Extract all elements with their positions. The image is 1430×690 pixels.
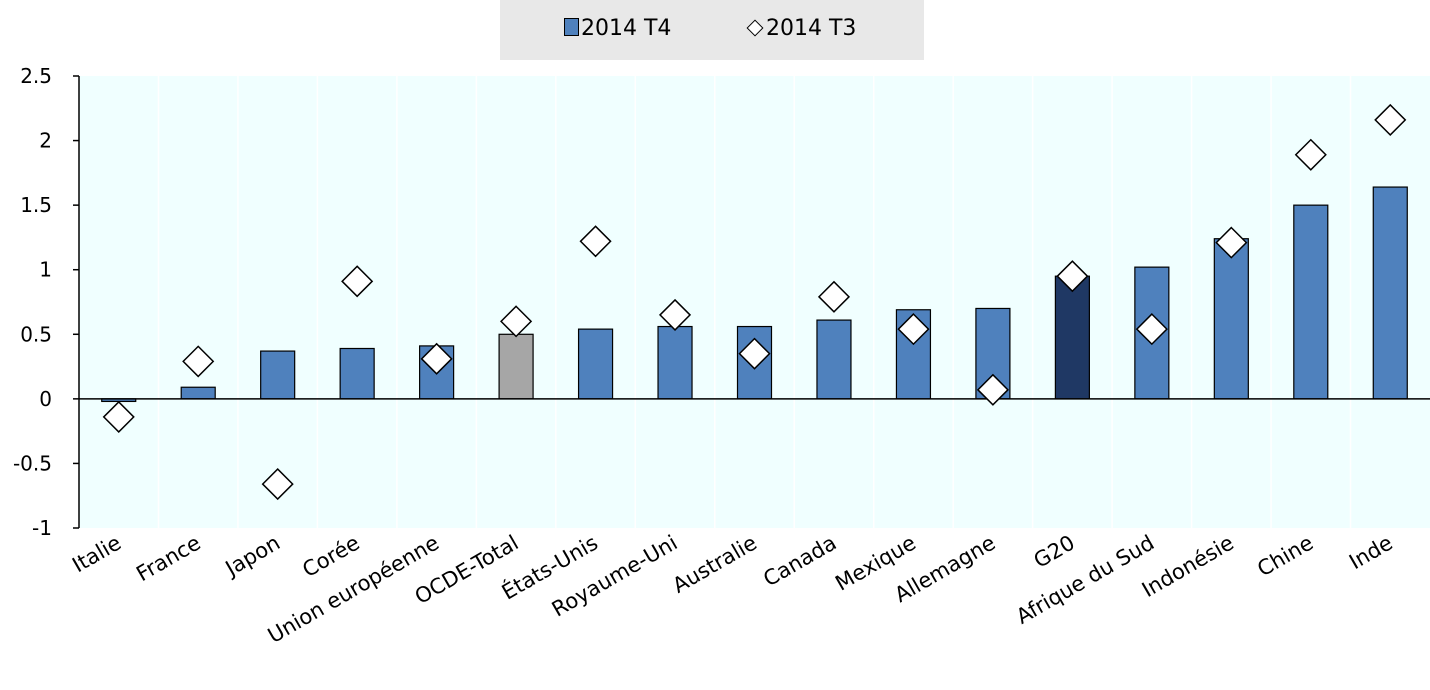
marker-diamond bbox=[182, 345, 215, 378]
y-tick-label: 0.5 bbox=[20, 322, 52, 346]
y-tick-label: -0.5 bbox=[13, 451, 52, 475]
marker-diamond bbox=[1056, 260, 1089, 293]
legend-item-t4: 2014 T4 bbox=[564, 16, 671, 42]
legend-item-t3: 2014 T3 bbox=[746, 16, 856, 42]
legend: 2014 T4 2014 T3 bbox=[500, 0, 924, 60]
marker-diamond bbox=[579, 225, 612, 258]
y-tick-label: 0 bbox=[39, 387, 52, 411]
marker-diamond bbox=[658, 298, 692, 331]
marker-diamond bbox=[341, 265, 374, 298]
y-tick-label: 1 bbox=[39, 258, 52, 282]
marker-diamond bbox=[897, 313, 930, 346]
marker-diamond bbox=[1135, 313, 1168, 346]
bar bbox=[260, 350, 296, 400]
bar bbox=[1293, 204, 1329, 400]
x-tick-label: Japon bbox=[220, 531, 284, 582]
marker-diamond bbox=[261, 468, 294, 501]
marker-diamond bbox=[1294, 138, 1327, 171]
bar bbox=[1372, 186, 1408, 400]
legend-label-t3: 2014 T3 bbox=[766, 16, 857, 41]
y-tick-label: 2.5 bbox=[20, 64, 52, 88]
marker-diamond bbox=[102, 400, 135, 433]
y-tick-label: -1 bbox=[32, 516, 52, 540]
x-tick-label: Indonésie bbox=[1138, 531, 1238, 603]
x-tick-label: Inde bbox=[1345, 531, 1397, 575]
x-tick-label: Afrique du Sud bbox=[1012, 531, 1158, 629]
x-tick-label: France bbox=[132, 531, 204, 587]
legend-label-t4: 2014 T4 bbox=[581, 16, 672, 41]
x-tick-label: Chine bbox=[1253, 531, 1317, 582]
marker-diamond bbox=[500, 305, 533, 338]
bar bbox=[339, 347, 375, 400]
marker-diamond bbox=[738, 337, 771, 370]
bar bbox=[498, 333, 534, 400]
marker-diamond bbox=[817, 280, 851, 313]
x-tick-label: G20 bbox=[1030, 531, 1079, 573]
y-tick-label: 2 bbox=[39, 129, 52, 153]
marker-diamond bbox=[1215, 226, 1248, 259]
bar bbox=[1213, 238, 1249, 400]
bar bbox=[577, 328, 614, 400]
bar bbox=[1054, 275, 1090, 400]
x-tick-label: Italie bbox=[68, 531, 125, 578]
marker-diamond bbox=[976, 373, 1009, 406]
bar bbox=[816, 319, 852, 400]
y-tick-label: 1.5 bbox=[20, 193, 52, 217]
legend-bar-swatch bbox=[564, 18, 579, 36]
bar bbox=[180, 386, 216, 400]
plot-background bbox=[79, 76, 1430, 528]
x-tick-label: Canada bbox=[759, 531, 840, 592]
bar bbox=[657, 325, 693, 400]
marker-diamond bbox=[1374, 103, 1407, 136]
x-tick-label: Australie bbox=[669, 531, 761, 598]
marker-diamond bbox=[420, 342, 453, 375]
